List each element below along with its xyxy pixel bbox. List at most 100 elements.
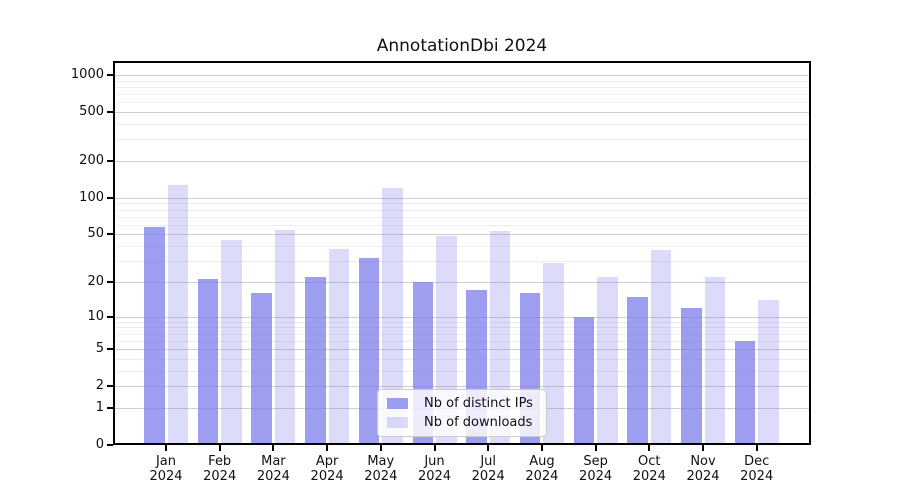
y-tick-mark [107, 348, 113, 351]
y-tick-mark [107, 444, 113, 446]
y-tick-label: 20 [87, 273, 104, 289]
y-tick-mark [107, 160, 113, 162]
bar-distinct-ips [305, 277, 326, 445]
bar-distinct-ips [358, 257, 380, 445]
x-tick-label: Mar 2024 [256, 454, 290, 484]
major-gridline [113, 197, 811, 199]
bar-downloads [597, 277, 618, 445]
y-tick-mark [107, 196, 113, 199]
x-tick-mark [755, 445, 758, 451]
bar-downloads [221, 239, 242, 445]
legend-label-distinct-ips: Nb of distinct IPs [424, 396, 533, 411]
y-tick-mark [107, 406, 113, 409]
x-tick-label: Jan 2024 [149, 454, 183, 484]
y-tick-label: 100 [79, 189, 104, 205]
x-tick-label: Aug 2024 [525, 454, 559, 484]
x-tick-mark [433, 445, 436, 451]
minor-gridline [113, 209, 811, 211]
y-tick-mark [107, 385, 113, 388]
x-tick-label: Jun 2024 [417, 454, 452, 484]
x-tick-mark [540, 445, 543, 451]
minor-gridline [113, 321, 811, 323]
y-tick-mark [107, 233, 113, 236]
bar-distinct-ips [251, 293, 272, 445]
major-gridline [113, 161, 811, 162]
major-gridline [113, 75, 811, 77]
minor-gridline [113, 333, 811, 335]
y-tick-label: 500 [79, 104, 104, 120]
y-tick-mark [107, 74, 113, 77]
bar-distinct-ips [627, 296, 648, 445]
major-gridline [113, 234, 811, 236]
major-gridline [113, 112, 811, 114]
plot-area: Nb of distinct IPs Nb of downloads [113, 61, 811, 445]
minor-gridline [113, 80, 811, 82]
minor-gridline [113, 246, 811, 248]
bar-distinct-ips [144, 226, 165, 445]
legend-entry-distinct-ips: Nb of distinct IPs [387, 394, 546, 413]
y-tick-mark [107, 280, 113, 283]
y-tick-mark [107, 111, 113, 114]
bar-distinct-ips [197, 279, 219, 445]
bar-downloads [704, 277, 725, 445]
legend-label-downloads: Nb of downloads [424, 415, 533, 430]
y-tick-label: 2 [95, 378, 104, 394]
x-tick-label: Jul 2024 [471, 454, 505, 484]
minor-gridline [113, 139, 811, 141]
y-tick-label: 5 [95, 341, 104, 357]
bar-downloads [167, 185, 188, 445]
x-tick-mark [487, 445, 490, 451]
y-tick-label: 1000 [70, 67, 104, 83]
minor-gridline [113, 370, 811, 372]
major-gridline [113, 349, 811, 351]
x-tick-label: Sep 2024 [579, 454, 613, 484]
chart-title: AnnotationDbi 2024 [376, 36, 548, 56]
minor-gridline [113, 102, 811, 104]
x-tick-label: Nov 2024 [686, 454, 720, 484]
x-tick-label: May 2024 [364, 454, 398, 484]
x-tick-mark [272, 445, 275, 451]
minor-gridline [113, 216, 811, 218]
x-tick-label: Oct 2024 [632, 454, 666, 484]
legend-entry-downloads: Nb of downloads [387, 413, 546, 432]
bar-downloads [650, 250, 672, 445]
major-gridline [113, 386, 811, 388]
x-tick-label: Apr 2024 [310, 454, 344, 484]
y-tick-label: 0 [95, 437, 104, 452]
minor-gridline [113, 261, 811, 263]
y-tick-label: 50 [87, 226, 104, 242]
minor-gridline [113, 327, 811, 329]
minor-gridline [113, 94, 811, 96]
x-tick-label: Feb 2024 [203, 454, 237, 484]
bar-distinct-ips [573, 316, 595, 445]
y-tick-label: 200 [79, 153, 104, 168]
x-tick-mark [218, 445, 221, 451]
bar-distinct-ips [681, 307, 702, 445]
minor-gridline [113, 224, 811, 226]
minor-gridline [113, 358, 811, 360]
minor-gridline [113, 203, 811, 205]
x-tick-mark [165, 445, 167, 451]
x-tick-label: Dec 2024 [740, 454, 774, 484]
major-gridline [113, 316, 811, 318]
bar-downloads [543, 262, 564, 445]
bar-downloads [328, 248, 350, 445]
x-tick-mark [648, 445, 651, 451]
y-tick-mark [107, 315, 113, 318]
y-tick-label: 1 [95, 399, 104, 415]
minor-gridline [113, 124, 811, 126]
legend-swatch-downloads [387, 417, 408, 428]
major-gridline [113, 281, 811, 283]
legend: Nb of distinct IPs Nb of downloads [377, 389, 547, 437]
minor-gridline [113, 340, 811, 342]
x-tick-mark [379, 445, 382, 451]
bar-downloads [758, 299, 779, 445]
legend-swatch-distinct-ips [387, 398, 408, 409]
x-tick-mark [326, 445, 329, 451]
x-tick-mark [594, 445, 597, 451]
y-tick-label: 10 [87, 308, 104, 324]
bar-distinct-ips [734, 340, 756, 445]
minor-gridline [113, 86, 811, 88]
bar-downloads [274, 230, 296, 445]
